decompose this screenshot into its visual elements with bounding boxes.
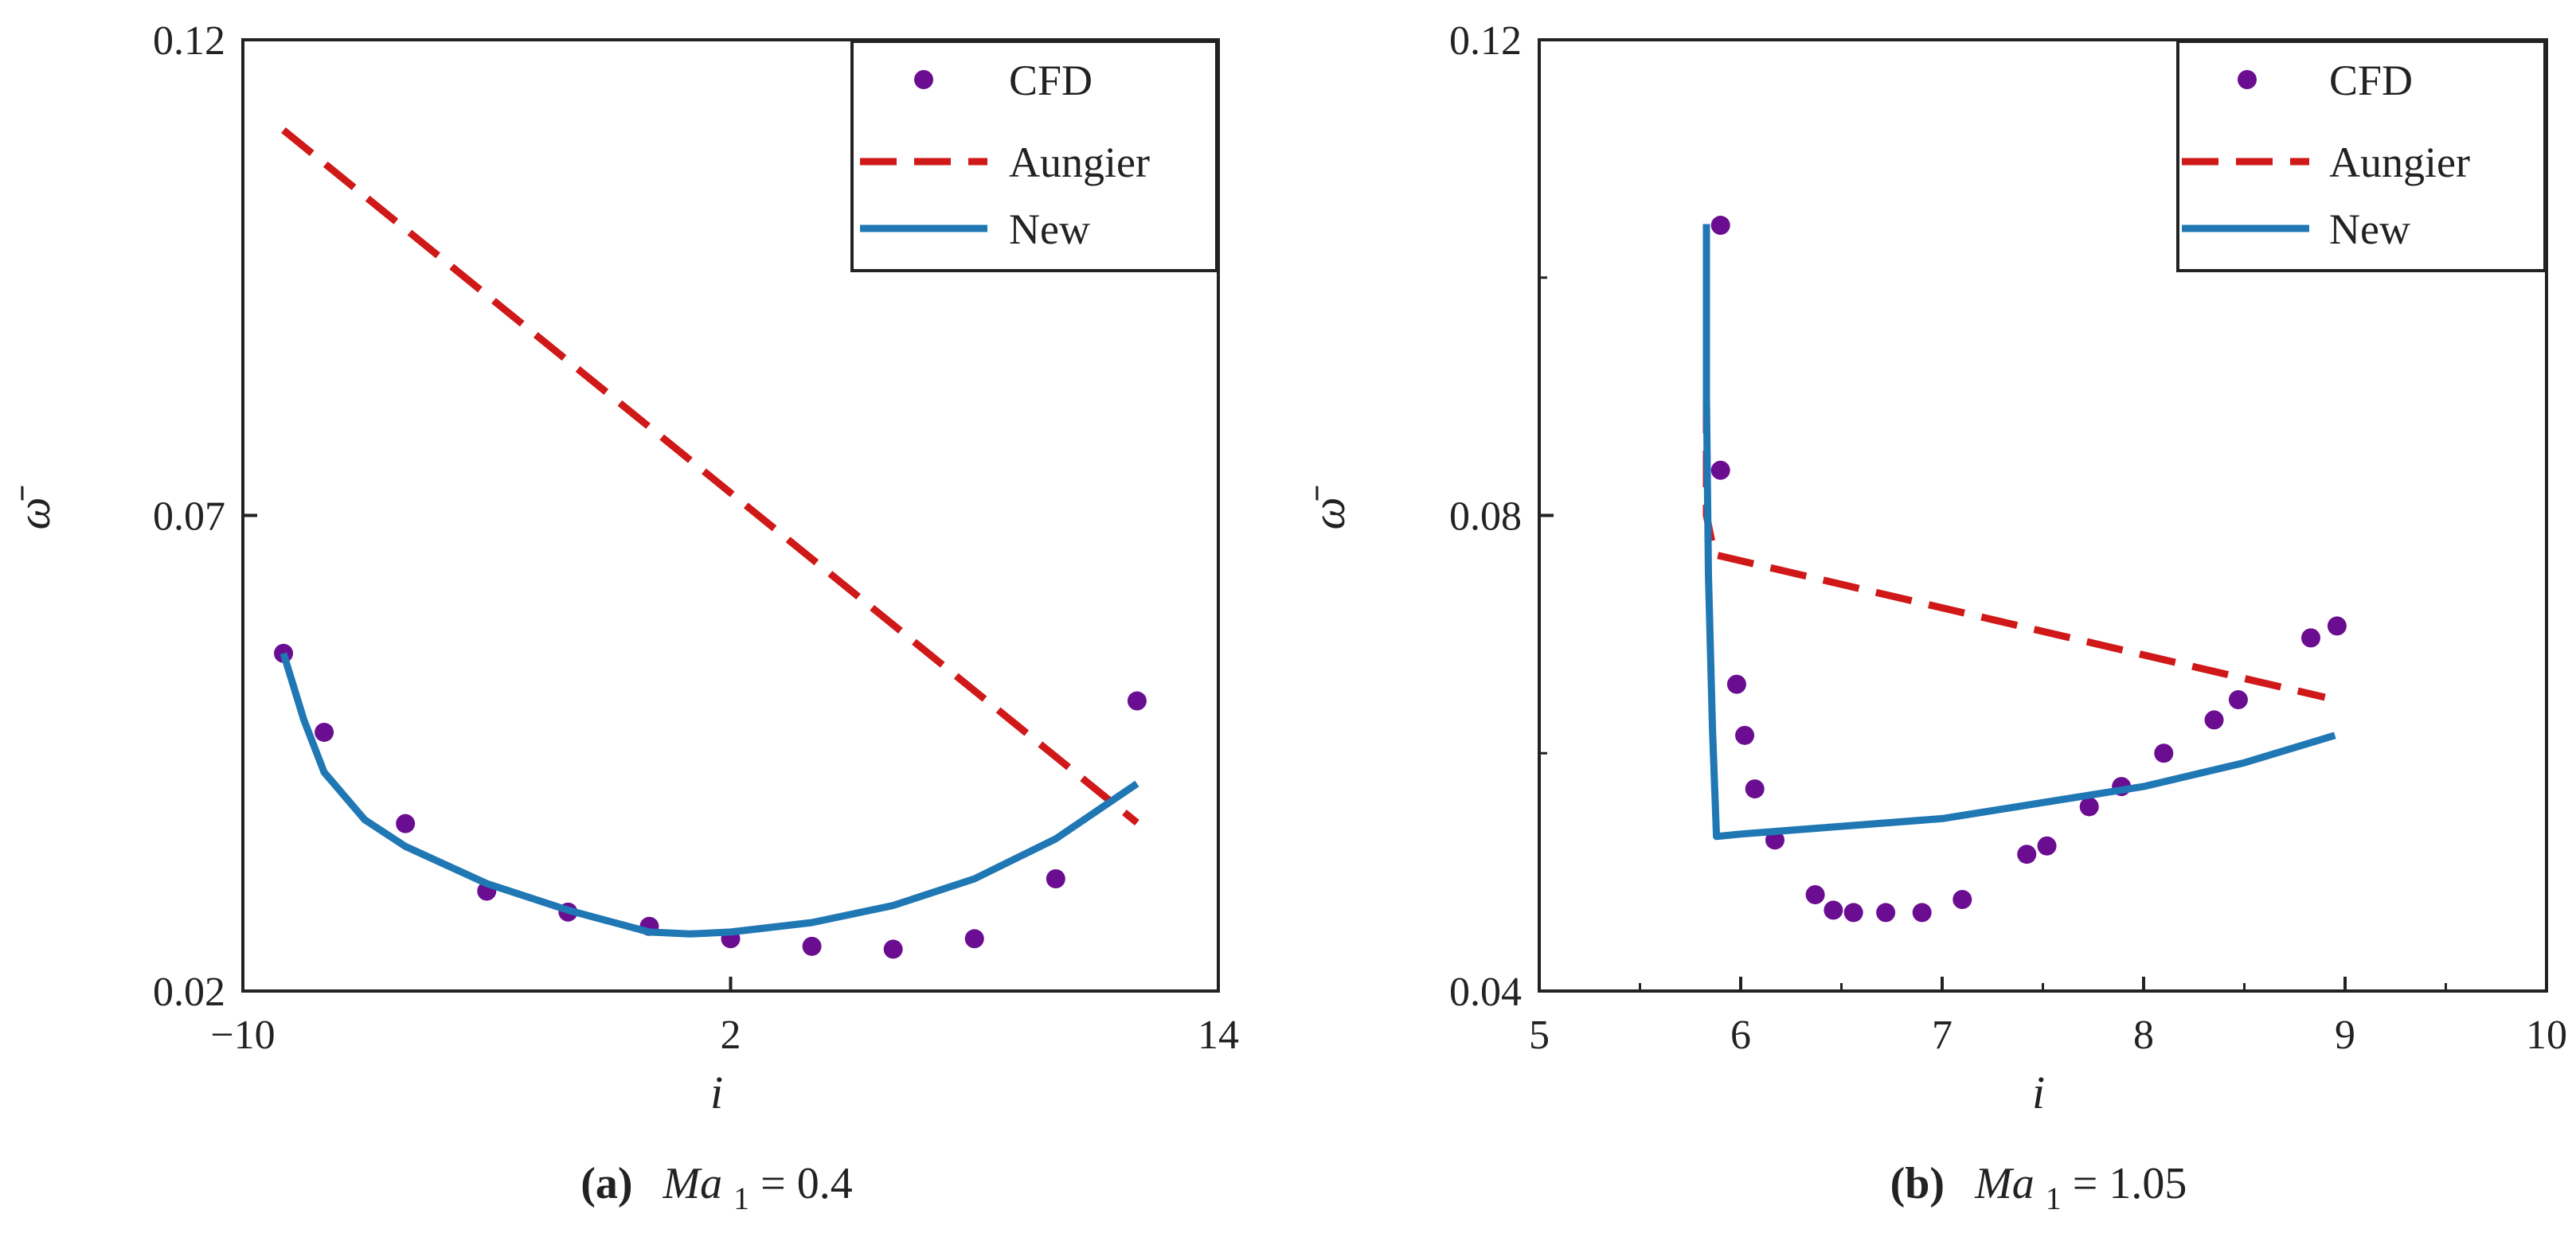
legend-marker-cfd-b — [2238, 70, 2257, 89]
legend-label-new-b: New — [2329, 205, 2410, 253]
cfd-point-b-0 — [1710, 216, 1730, 236]
x-tick-label-b-5: 10 — [2526, 1013, 2567, 1058]
cfd-point-a-2 — [396, 814, 416, 833]
x-tick-label-a-2: 14 — [1198, 1013, 1239, 1058]
legend-label-new-a: New — [1009, 205, 1090, 253]
ticks-b: 5 6 7 8 9 10 0.04 0.08 0.12 — [1449, 18, 2567, 1058]
cfd-point-a-9 — [964, 929, 984, 949]
legend-label-cfd-b: CFD — [2329, 57, 2413, 104]
cfd-point-b-20 — [2327, 616, 2347, 636]
cfd-point-b-19 — [2300, 628, 2320, 648]
x-tick-label-b-3: 8 — [2133, 1013, 2154, 1058]
x-tick-label-b-4: 9 — [2335, 1013, 2355, 1058]
cfd-point-b-8 — [1843, 903, 1863, 923]
y-tick-label-b-1: 0.08 — [1449, 494, 1522, 540]
ticks-a: −10 2 14 0.02 0.07 0.12 — [153, 18, 1239, 1058]
new-line-a — [279, 652, 1139, 938]
cfd-point-a-1 — [315, 722, 334, 742]
cfd-point-b-2 — [1726, 674, 1746, 694]
legend-marker-cfd-a — [914, 70, 933, 89]
x-tick-label-b-2: 7 — [1932, 1013, 1953, 1058]
cfd-point-b-14 — [2079, 797, 2099, 817]
new-line-b — [1702, 224, 2336, 841]
caption-math-b: Ma — [1974, 1159, 2035, 1208]
cfd-point-b-1 — [1710, 460, 1730, 480]
caption-label-b: (b) — [1890, 1159, 1945, 1208]
caption-a: (a) Ma 1 = 0.4 — [580, 1159, 853, 1219]
y-tick-label-b-2: 0.12 — [1449, 18, 1522, 64]
caption-b: (b) Ma 1 = 1.05 — [1890, 1159, 2187, 1219]
cfd-point-a-7 — [802, 936, 822, 956]
cfd-point-a-10 — [1046, 868, 1065, 888]
legend-label-cfd-a: CFD — [1009, 57, 1093, 104]
chart-panel-b: 5 6 7 8 9 10 0.04 0.08 0.12 CFD Aungier New i ω̄… — [1303, 18, 2567, 1219]
aungier-line-a — [281, 127, 1139, 825]
legend-label-aungier-a: Aungier — [1009, 139, 1150, 186]
cfd-point-b-18 — [2228, 690, 2248, 710]
series-layer-b — [1702, 216, 2347, 923]
x-tick-label-b-0: 5 — [1529, 1013, 1550, 1058]
cfd-point-b-4 — [1745, 779, 1765, 799]
x-axis-label-a: i — [710, 1067, 723, 1118]
legend-label-aungier-b: Aungier — [2329, 139, 2470, 186]
cfd-point-b-11 — [1953, 889, 1972, 909]
y-tick-label-a-0: 0.02 — [153, 970, 225, 1015]
cfd-point-b-9 — [1876, 903, 1896, 923]
y-axis-label-b: ω̄ — [1303, 486, 1354, 530]
cfd-point-a-11 — [1127, 691, 1147, 711]
caption-sub-a: 1 — [733, 1180, 749, 1216]
caption-value-b: = 1.05 — [2073, 1159, 2187, 1208]
cfd-point-b-16 — [2154, 743, 2174, 763]
caption-sub-b: 1 — [2046, 1180, 2062, 1216]
legend-box-a — [850, 40, 1218, 272]
caption-label-a: (a) — [580, 1159, 632, 1208]
x-tick-label-a-1: 2 — [721, 1013, 741, 1058]
caption-math-a: Ma — [663, 1159, 723, 1208]
cfd-point-b-3 — [1735, 725, 1755, 745]
y-tick-label-a-1: 0.07 — [153, 494, 225, 540]
y-tick-label-a-2: 0.12 — [153, 18, 225, 64]
legend-a: CFD Aungier New — [850, 40, 1218, 272]
x-tick-label-a-0: −10 — [210, 1013, 275, 1058]
x-axis-label-b: i — [2032, 1067, 2045, 1118]
x-tick-label-b-1: 6 — [1730, 1013, 1751, 1058]
cfd-point-b-10 — [1912, 903, 1932, 923]
cfd-point-b-13 — [2037, 836, 2057, 856]
cfd-point-b-17 — [2204, 710, 2224, 730]
cfd-point-b-6 — [1805, 885, 1825, 905]
caption-value-a: = 0.4 — [760, 1159, 853, 1208]
y-tick-label-b-0: 0.04 — [1449, 970, 1522, 1015]
y-axis-label-a: ω̄ — [8, 486, 60, 530]
series-layer-a — [274, 127, 1147, 959]
cfd-point-b-7 — [1824, 900, 1843, 920]
chart-panel-a: −10 2 140.020.070.12 CFD Aungier New i ω̄ … — [8, 18, 1239, 1219]
legend-b: CFD Aungier New — [2176, 40, 2547, 272]
cfd-point-a-8 — [883, 939, 903, 959]
cfd-point-b-12 — [2017, 845, 2037, 864]
